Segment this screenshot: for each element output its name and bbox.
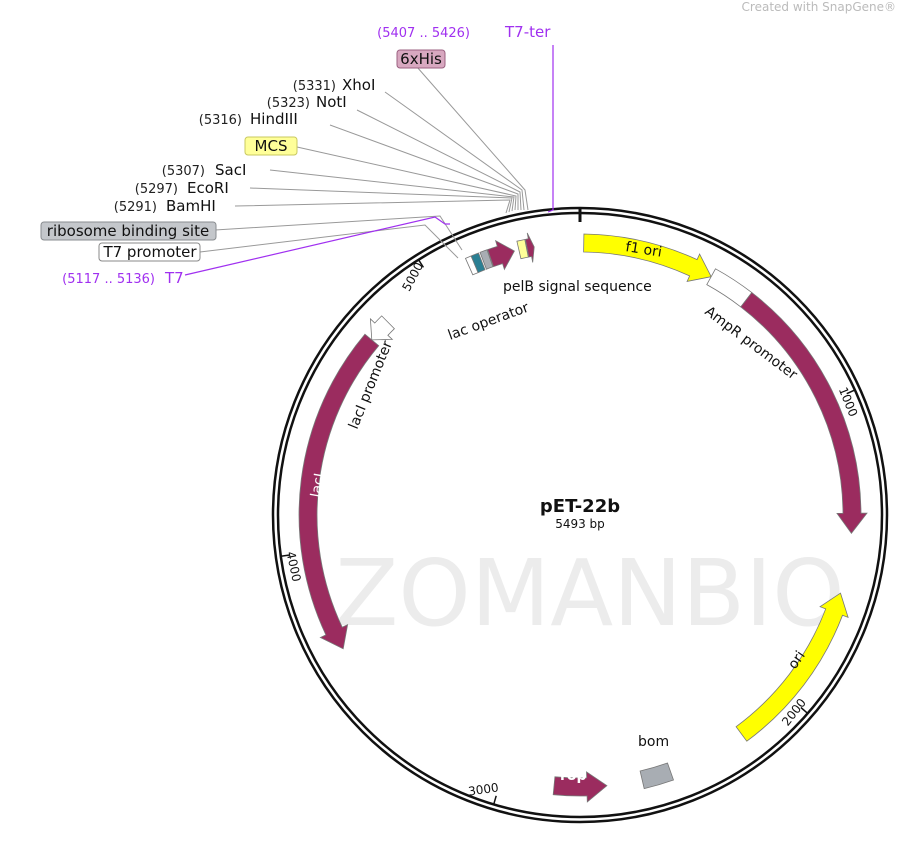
his-tag-label[interactable]: 6xHis (400, 50, 442, 68)
saci-label[interactable]: SacI (215, 161, 246, 179)
t7-promoter-label[interactable]: T7 promoter (102, 243, 197, 261)
hindiii-pos: (5316) (199, 113, 242, 128)
t7-label[interactable]: T7 (164, 269, 184, 287)
his-tag-box (396, 49, 446, 69)
xhoi-pos: (5331) (293, 79, 336, 94)
t7-ter-primer-line (547, 45, 554, 213)
feature-ori[interactable] (735, 592, 849, 742)
noti-label[interactable]: NotI (316, 93, 347, 111)
tick-mark-2000 (800, 706, 809, 714)
t7-promoter-box (98, 242, 201, 262)
laci-label[interactable]: lacI (308, 472, 328, 499)
feature-f1-ori[interactable] (583, 233, 712, 282)
tick-mark-5000 (417, 259, 425, 268)
feature-ampr[interactable] (740, 292, 868, 534)
feature-laci-promoter[interactable] (369, 315, 395, 341)
feature-lac-operator[interactable] (470, 252, 486, 274)
plasmid-name: pET-22b (540, 496, 620, 517)
leader-lines (199, 66, 529, 259)
hindiii-label[interactable]: HindIII (250, 110, 298, 128)
feature-start-arrow[interactable] (487, 239, 515, 271)
mcs-box (244, 136, 298, 156)
tick-mark-1000 (846, 389, 856, 395)
plasmid-length: 5493 bp (555, 517, 605, 531)
rbs-label[interactable]: ribosome binding site (47, 222, 209, 240)
ecori-pos: (5297) (135, 182, 178, 197)
noti-pos: (5323) (267, 96, 310, 111)
bom-label[interactable]: bom (638, 734, 669, 750)
tick-mark-4000 (280, 554, 290, 557)
bamhi-pos: (5291) (114, 200, 157, 215)
xhoi-label[interactable]: XhoI (342, 76, 375, 94)
rbs-box (40, 221, 217, 241)
snapgene-credit: Created with SnapGene® (741, 0, 896, 14)
tick-label-4000: 4000 (284, 550, 304, 583)
t7-ter-range: (5407 .. 5426) (377, 26, 470, 41)
bamhi-label[interactable]: BamHI (166, 197, 216, 215)
f1-ori-label[interactable]: f1 ori (624, 239, 663, 261)
pelb-label[interactable]: pelB signal sequence (503, 279, 652, 295)
tick-mark-3000 (492, 795, 497, 805)
saci-pos: (5307) (162, 164, 205, 179)
ecori-label[interactable]: EcoRI (187, 179, 229, 197)
feature-laci[interactable] (298, 333, 380, 650)
feature-bom[interactable] (639, 762, 675, 790)
t7-range: (5117 .. 5136) (62, 272, 155, 287)
feature-ribosome-binding-site[interactable] (479, 249, 494, 270)
lac-operator-label[interactable]: lac operator (446, 300, 531, 344)
watermark: ZOMANBIO (335, 540, 844, 647)
rop-label[interactable]: rop (560, 768, 587, 784)
t7-ter-label[interactable]: T7-ter (504, 23, 551, 41)
mcs-label[interactable]: MCS (255, 137, 288, 155)
feature-pelb-signal-sequence[interactable] (516, 239, 529, 260)
feature-6xhis[interactable] (524, 232, 535, 263)
t7-primer-line (184, 216, 450, 276)
tick-label-3000: 3000 (467, 780, 499, 798)
feature-rop[interactable] (552, 771, 608, 803)
